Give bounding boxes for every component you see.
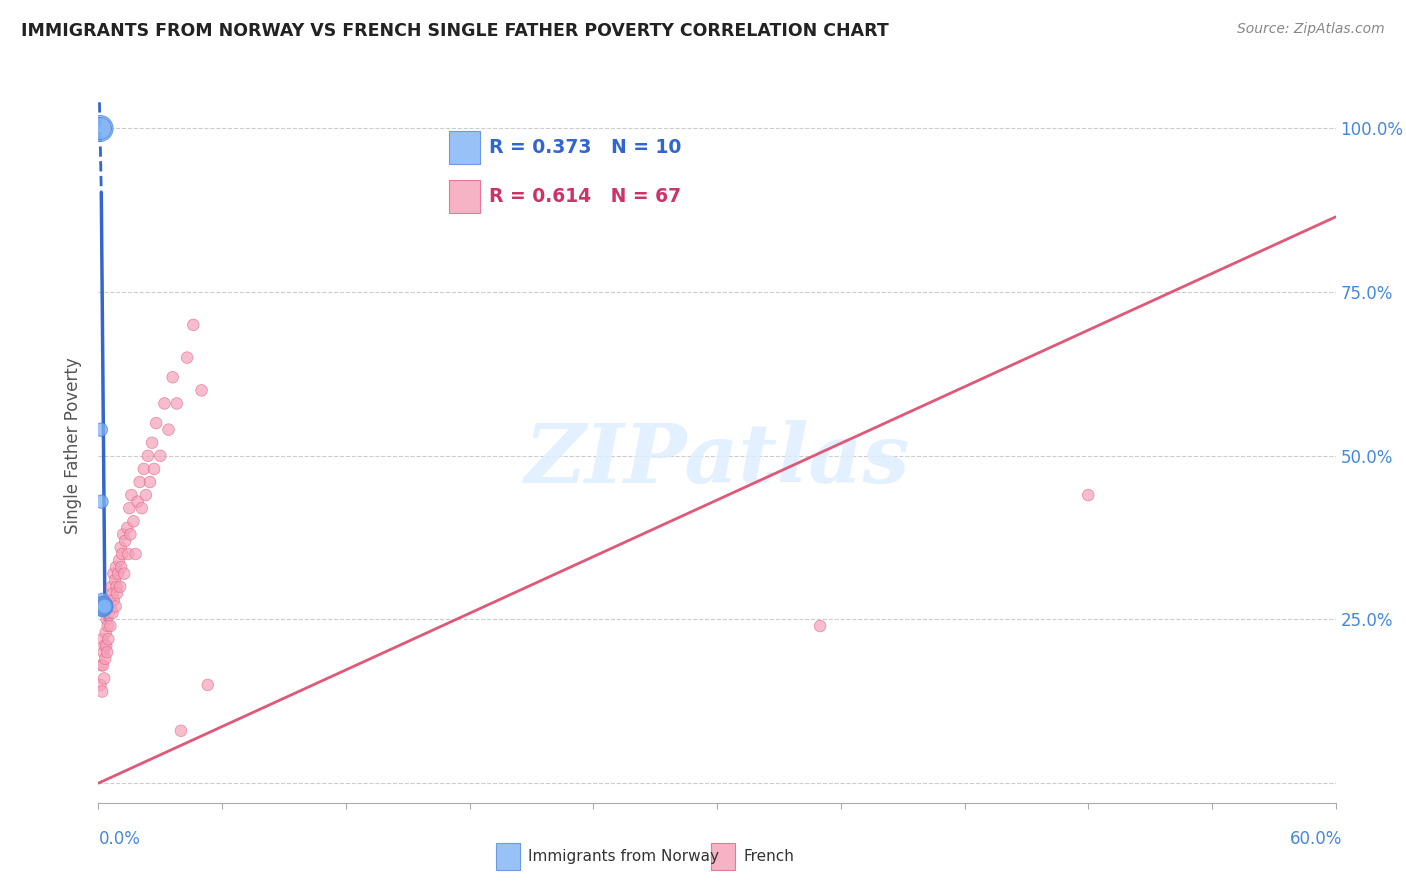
Point	[808, 619, 831, 633]
Point	[97, 632, 120, 647]
Point	[145, 416, 167, 430]
Point	[157, 423, 180, 437]
Point	[96, 612, 118, 626]
Point	[131, 501, 153, 516]
Point	[93, 672, 115, 686]
Point	[1077, 488, 1099, 502]
Point	[90, 658, 112, 673]
FancyBboxPatch shape	[711, 843, 734, 870]
Point	[166, 396, 188, 410]
Point	[96, 645, 118, 659]
Text: ZIPatlas: ZIPatlas	[524, 420, 910, 500]
Point	[127, 494, 149, 508]
Point	[93, 599, 115, 614]
FancyBboxPatch shape	[449, 130, 479, 163]
Point	[101, 580, 124, 594]
Point	[97, 619, 120, 633]
Point	[94, 652, 117, 666]
Y-axis label: Single Father Poverty: Single Father Poverty	[65, 358, 83, 534]
Point	[118, 501, 141, 516]
Point	[136, 449, 159, 463]
Point	[139, 475, 162, 489]
Point	[100, 599, 122, 614]
Point	[108, 580, 131, 594]
Text: R = 0.614   N = 67: R = 0.614 N = 67	[489, 186, 682, 206]
Point	[110, 560, 132, 574]
Point	[94, 625, 117, 640]
Point	[91, 684, 114, 698]
Point	[90, 423, 112, 437]
Text: 0.0%: 0.0%	[98, 830, 141, 847]
Point	[89, 121, 111, 136]
Point	[153, 396, 176, 410]
Point	[96, 639, 118, 653]
Point	[122, 514, 145, 528]
Point	[91, 592, 114, 607]
Text: Source: ZipAtlas.com: Source: ZipAtlas.com	[1237, 22, 1385, 37]
Point	[104, 560, 127, 574]
FancyBboxPatch shape	[449, 180, 479, 212]
Point	[114, 533, 136, 548]
Point	[93, 599, 115, 614]
Point	[91, 658, 114, 673]
Point	[190, 384, 212, 398]
Point	[181, 318, 204, 332]
Point	[162, 370, 184, 384]
Point	[107, 566, 129, 581]
Point	[117, 547, 139, 561]
Point	[90, 494, 112, 508]
Text: 60.0%: 60.0%	[1291, 830, 1343, 847]
Point	[170, 723, 193, 738]
Point	[112, 566, 135, 581]
Point	[103, 566, 125, 581]
Point	[91, 599, 114, 614]
Text: IMMIGRANTS FROM NORWAY VS FRENCH SINGLE FATHER POVERTY CORRELATION CHART: IMMIGRANTS FROM NORWAY VS FRENCH SINGLE …	[21, 22, 889, 40]
Point	[91, 632, 114, 647]
Point	[103, 592, 125, 607]
FancyBboxPatch shape	[496, 843, 520, 870]
Point	[97, 606, 120, 620]
Point	[89, 121, 111, 136]
Point	[149, 449, 172, 463]
Point	[93, 639, 115, 653]
Text: R = 0.373   N = 10: R = 0.373 N = 10	[489, 137, 682, 157]
Point	[120, 488, 142, 502]
Point	[141, 435, 163, 450]
Text: Immigrants from Norway: Immigrants from Norway	[529, 849, 718, 863]
Point	[124, 547, 146, 561]
Point	[197, 678, 219, 692]
Point	[135, 488, 157, 502]
Point	[112, 527, 135, 541]
Point	[120, 527, 142, 541]
Point	[91, 599, 114, 614]
Point	[100, 619, 122, 633]
Point	[176, 351, 198, 365]
Point	[108, 553, 131, 567]
Point	[110, 541, 132, 555]
Point	[132, 462, 155, 476]
Point	[104, 573, 127, 587]
Point	[93, 645, 115, 659]
Point	[105, 586, 128, 600]
Point	[143, 462, 166, 476]
Point	[104, 599, 127, 614]
Point	[117, 521, 139, 535]
Point	[101, 586, 124, 600]
Point	[101, 606, 124, 620]
Point	[105, 580, 128, 594]
Point	[128, 475, 150, 489]
Point	[89, 678, 111, 692]
Point	[98, 592, 121, 607]
Point	[93, 599, 115, 614]
Text: French: French	[742, 849, 794, 863]
Point	[111, 547, 134, 561]
